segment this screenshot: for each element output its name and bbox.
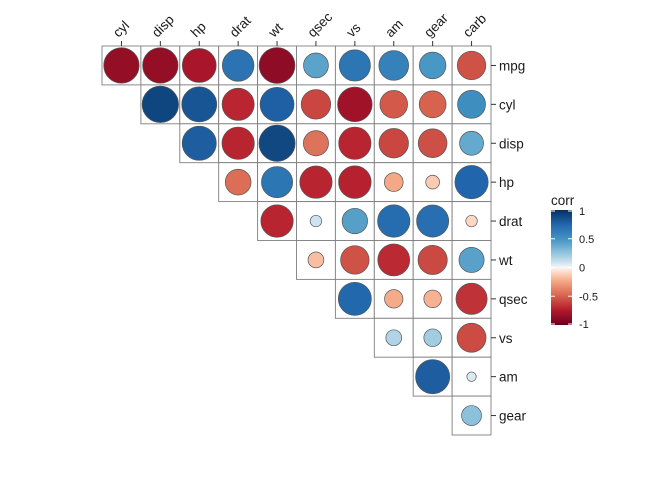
corr-circle-am-gear — [415, 359, 451, 395]
legend-ticks: 1 0.5 0 -0.5 -1 — [551, 206, 598, 331]
y-tick-label-qsec: qsec — [499, 292, 528, 307]
y-tick-label-mpg: mpg — [499, 58, 525, 73]
corr-circle-disp-hp — [181, 125, 217, 161]
corr-circle-drat-carb — [465, 214, 478, 228]
x-axis-labels: cyl disp hp drat wt qsec vs am gear carb — [110, 9, 489, 46]
corr-circle-cyl-hp — [181, 86, 218, 123]
corr-circle-gear-carb — [461, 405, 482, 426]
legend-colorbar — [551, 210, 572, 325]
corr-circle-qsec-gear — [423, 289, 442, 308]
legend-tick-label: 0 — [579, 263, 585, 275]
y-tick-label-am: am — [499, 370, 518, 385]
corr-circle-hp-am — [383, 172, 404, 192]
corr-circle-disp-qsec — [303, 130, 329, 157]
y-tick-label-hp: hp — [499, 175, 514, 190]
x-tick-label-hp: hp — [188, 19, 209, 40]
x-tick-label-am: am — [382, 16, 406, 40]
corr-circle-hp-carb — [454, 165, 489, 200]
x-tick-label-gear: gear — [421, 10, 451, 40]
x-tick-label-qsec: qsec — [304, 9, 335, 40]
corr-circle-disp-gear — [417, 128, 448, 158]
corr-circle-mpg-hp — [181, 48, 217, 83]
corr-circle-drat-wt — [260, 204, 294, 238]
corr-circle-disp-carb — [459, 130, 484, 156]
corr-circle-wt-gear — [417, 244, 448, 275]
corr-circle-hp-gear — [425, 174, 440, 190]
corr-circle-mpg-cyl — [103, 47, 140, 84]
corr-circle-drat-qsec — [309, 214, 323, 228]
corr-circle-cyl-vs — [337, 86, 373, 122]
corr-circle-qsec-am — [384, 289, 404, 309]
legend-tick-label: -0.5 — [579, 291, 598, 303]
corr-circle-mpg-qsec — [303, 52, 329, 79]
corr-circle-wt-qsec — [307, 251, 325, 269]
y-tick-label-drat: drat — [499, 214, 523, 229]
y-tick-label-vs: vs — [499, 331, 513, 346]
corr-circle-cyl-gear — [418, 90, 447, 119]
corr-circle-vs-carb — [456, 322, 487, 353]
corr-circle-mpg-drat — [221, 49, 255, 82]
corr-circle-qsec-carb — [455, 282, 488, 315]
corr-circle-hp-qsec — [299, 165, 333, 199]
corr-circle-mpg-carb — [456, 50, 487, 81]
y-tick-label-disp: disp — [499, 136, 524, 151]
corr-circle-hp-vs — [338, 165, 372, 199]
corr-circle-cyl-carb — [457, 90, 486, 119]
y-tick-label-cyl: cyl — [499, 97, 516, 112]
corr-circle-wt-carb — [458, 247, 485, 273]
corr-circle-wt-am — [377, 243, 411, 277]
corr-circle-mpg-am — [378, 50, 409, 81]
corr-circle-vs-gear — [423, 328, 442, 347]
corr-circle-qsec-vs — [337, 281, 372, 316]
corr-circle-am-carb — [466, 371, 477, 382]
corr-circle-disp-wt — [258, 124, 296, 162]
x-tick-label-cyl: cyl — [110, 18, 132, 40]
x-tick-label-drat: drat — [227, 13, 254, 40]
legend-title: corr — [551, 193, 575, 208]
y-tick-label-gear: gear — [499, 409, 527, 424]
legend-tick-label: -1 — [579, 319, 589, 331]
grid-cell — [296, 240, 336, 280]
circle-layer — [103, 47, 489, 426]
y-tick-label-wt: wt — [498, 253, 513, 268]
corr-circle-hp-wt — [261, 166, 293, 199]
corr-circle-cyl-am — [379, 90, 408, 119]
corr-circle-cyl-disp — [141, 85, 179, 123]
corr-circle-drat-gear — [416, 204, 450, 238]
corr-circle-disp-vs — [338, 126, 372, 160]
corr-circle-mpg-wt — [258, 47, 296, 84]
corr-circle-disp-am — [378, 128, 409, 159]
corr-circle-mpg-gear — [418, 51, 447, 80]
legend: corr 1 0.5 0 -0.5 -1 — [551, 193, 598, 331]
corr-circle-cyl-qsec — [300, 89, 332, 120]
corr-circle-cyl-drat — [221, 87, 255, 121]
x-tick-label-vs: vs — [343, 20, 363, 40]
corr-circle-disp-drat — [221, 126, 255, 160]
y-axis-labels: mpg cyl disp hp drat wt qsec vs am gear — [491, 58, 528, 424]
x-tick-label-disp: disp — [149, 12, 177, 40]
corr-circle-wt-vs — [340, 245, 370, 275]
corr-circle-drat-am — [377, 204, 411, 238]
corr-circle-drat-vs — [341, 207, 368, 235]
corr-circle-mpg-disp — [142, 47, 179, 84]
legend-tick-label: 1 — [579, 206, 585, 218]
corr-circle-hp-drat — [224, 168, 252, 196]
corr-circle-vs-am — [385, 329, 403, 347]
x-tick-label-carb: carb — [460, 11, 489, 40]
corr-circle-mpg-vs — [338, 49, 371, 82]
legend-tick-label: 0.5 — [579, 234, 594, 246]
x-tick-label-wt: wt — [265, 20, 286, 41]
corr-circle-cyl-wt — [259, 87, 295, 122]
